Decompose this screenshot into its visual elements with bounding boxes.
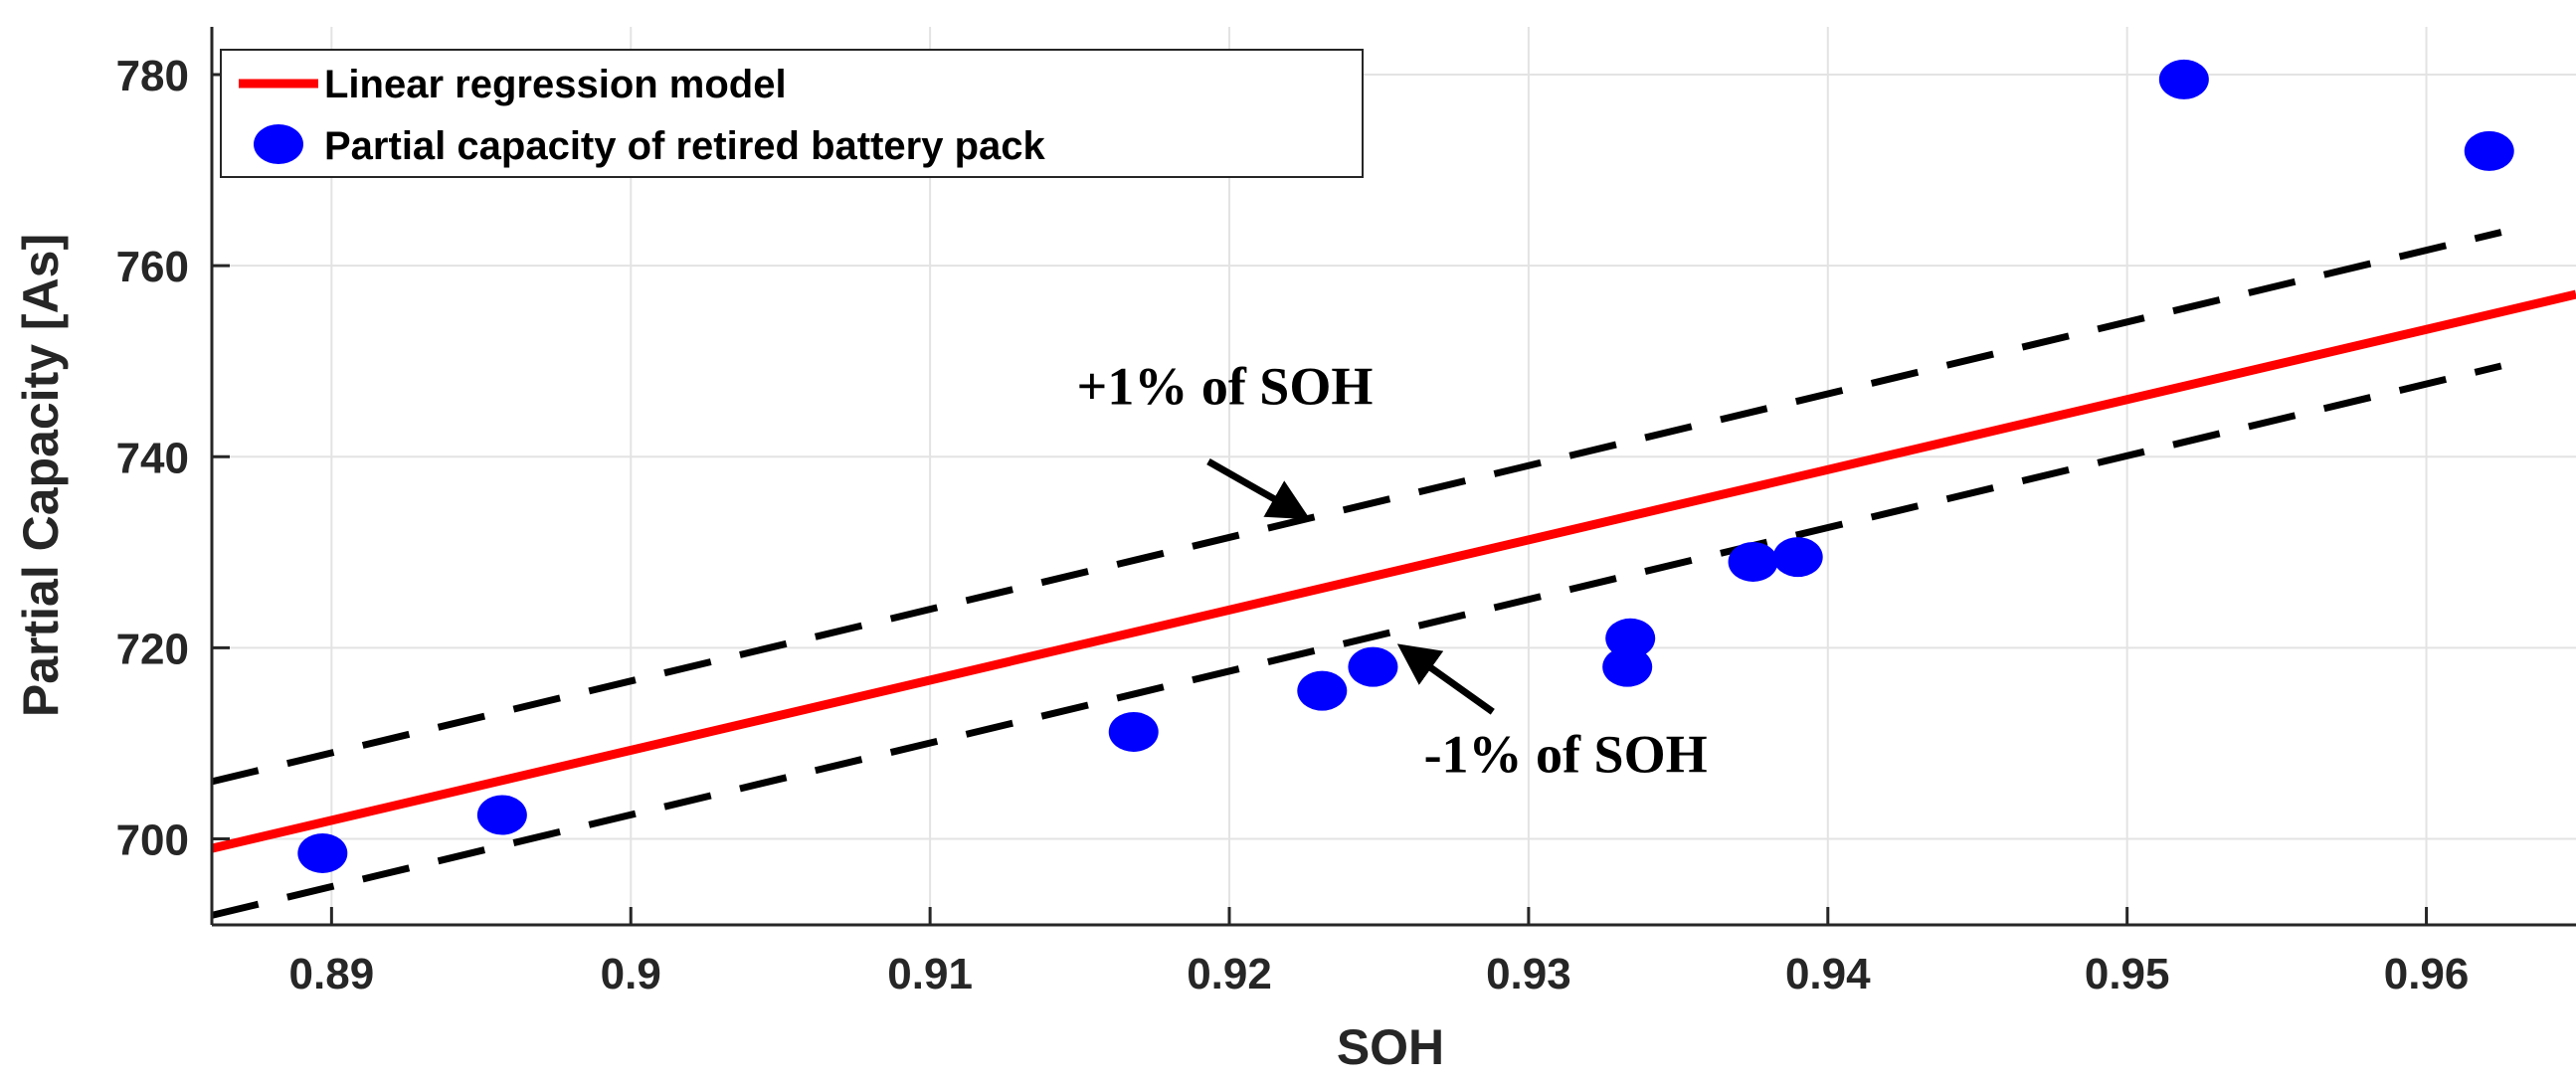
regression-line xyxy=(210,289,2576,853)
data-points xyxy=(297,59,2514,873)
y-tick-label: 740 xyxy=(116,434,189,482)
data-point xyxy=(2158,59,2209,99)
y-axis-label: Partial Capacity [As] xyxy=(13,234,69,717)
x-tick-label: 0.94 xyxy=(1785,950,1871,998)
upper-bound-dashed-line xyxy=(211,229,2502,786)
data-point xyxy=(1297,670,1348,711)
legend-dot-swatch xyxy=(254,124,303,164)
y-tick-label: 760 xyxy=(116,243,189,291)
y-tick-label: 720 xyxy=(116,625,189,673)
y-tick-label: 780 xyxy=(116,52,189,100)
x-tick-label: 0.89 xyxy=(289,950,375,998)
lower-bound-dashed-line xyxy=(211,362,2502,919)
x-tick-label: 0.96 xyxy=(2384,950,2470,998)
x-tick-label: 0.91 xyxy=(887,950,973,998)
data-point xyxy=(2464,130,2514,171)
legend-label-regression: Linear regression model xyxy=(324,63,787,106)
data-point xyxy=(1605,618,1656,658)
x-tick-label: 0.93 xyxy=(1486,950,1571,998)
legend: Linear regression model Partial capacity… xyxy=(220,49,1364,178)
annotation-arrow xyxy=(1206,458,1311,520)
annotations: +1% of SOH -1% of SOH xyxy=(1077,356,1708,784)
legend-box xyxy=(220,49,1364,178)
data-point xyxy=(476,795,527,835)
tick-labels: 0.89 0.9 0.91 0.92 0.93 0.94 0.95 0.96 700 720 740… xyxy=(116,52,2470,998)
annotation-plus-1pct-soh: +1% of SOH xyxy=(1077,356,1374,416)
y-tick-label: 700 xyxy=(116,816,189,865)
annotation-minus-1pct-soh: -1% of SOH xyxy=(1424,724,1708,784)
x-tick-label: 0.95 xyxy=(2085,950,2170,998)
data-point xyxy=(1348,646,1398,687)
data-point xyxy=(1728,541,1778,582)
legend-label-points: Partial capacity of retired battery pack xyxy=(324,124,1046,168)
data-point xyxy=(1772,537,1823,578)
annotation-arrow xyxy=(1396,643,1495,715)
series-lines xyxy=(210,229,2576,919)
data-point xyxy=(1108,711,1159,752)
x-axis-label: SOH xyxy=(1337,1019,1444,1075)
data-point xyxy=(1602,646,1653,687)
x-tick-label: 0.9 xyxy=(601,950,661,998)
data-point xyxy=(297,832,348,873)
x-tick-label: 0.92 xyxy=(1187,950,1272,998)
